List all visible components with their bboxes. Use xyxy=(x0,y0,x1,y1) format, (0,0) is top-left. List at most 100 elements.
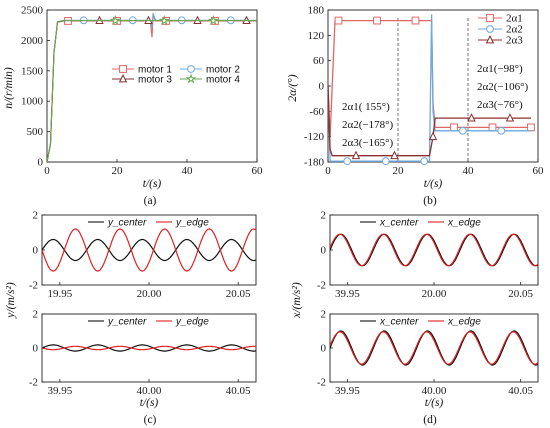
plot-frame xyxy=(41,313,257,383)
plot-frame xyxy=(41,214,257,286)
legend-marker xyxy=(185,73,197,84)
x-tick-label: 20.00 xyxy=(422,288,447,300)
data-point xyxy=(381,157,390,166)
y-tick-label: 120 xyxy=(308,30,325,42)
series-line-motor-4 xyxy=(47,20,257,162)
data-point xyxy=(467,113,476,122)
y-tick-label: -180 xyxy=(304,157,325,169)
chart-d1: 39.95 20.00 20.05 -2 0 2 x_center x_edge xyxy=(317,210,539,300)
legend-label: y_center xyxy=(107,317,147,328)
series-line xyxy=(330,330,538,366)
data-point xyxy=(420,157,429,166)
series-line-motor-1 xyxy=(47,13,257,162)
x-axis-label: t/(s) xyxy=(424,178,443,190)
plot-frame xyxy=(329,214,539,286)
y-tick-label: -2 xyxy=(29,280,38,292)
legend-label: 2α1 xyxy=(506,13,523,25)
chart-c1: 19.95 20.00 20.05 -2 0 2 y_center y_edge xyxy=(29,210,257,300)
y-tick-label: 60 xyxy=(313,55,325,67)
data-point xyxy=(527,123,535,132)
y-tick-label: 2 xyxy=(321,210,327,222)
angle-annotation: 2α1( 155°) xyxy=(342,101,390,113)
legend-marker xyxy=(486,14,494,22)
y-tick-label: 0 xyxy=(33,343,39,355)
y-tick-label: 1000 xyxy=(21,96,44,108)
legend-label: x_center xyxy=(379,317,419,328)
y-tick-label: -120 xyxy=(304,131,325,143)
legend-label: 2α3 xyxy=(506,35,523,47)
x-axis-label: t/(s) xyxy=(140,397,159,409)
panel-caption: (b) xyxy=(423,195,437,207)
legend-marker xyxy=(485,34,495,44)
panel-caption: (c) xyxy=(144,414,157,426)
chart-c2: 39.95 40.00 40.05 -2 0 2 y_center y_edge t/(s) (c… xyxy=(5,282,257,426)
series-line xyxy=(330,233,538,267)
y-axis-label: y/(m/s²) xyxy=(5,282,17,319)
x-tick-label: 19.95 xyxy=(47,288,72,300)
x-tick-label: 39.95 xyxy=(335,385,360,397)
legend-label: y_edge xyxy=(175,317,209,328)
y-tick-label: 1500 xyxy=(21,65,44,77)
legend-label: motor 1 xyxy=(138,65,172,76)
y-tick-label: 0 xyxy=(38,157,44,169)
x-tick-label: 40 xyxy=(182,165,194,177)
data-point xyxy=(334,16,343,25)
angle-annotation: 2α1(−98°) xyxy=(477,63,523,75)
x-tick-label: 60 xyxy=(533,165,545,177)
x-tick-label: 39.95 xyxy=(335,288,360,300)
y-axis-label: 2α/(°) xyxy=(287,74,299,101)
angle-annotation: 2α3(−165°) xyxy=(342,137,394,149)
y-tick-label: -60 xyxy=(309,106,324,118)
x-tick-label: 40.00 xyxy=(422,385,447,397)
legend-label: motor 3 xyxy=(138,75,172,86)
series-line xyxy=(330,331,538,365)
x-tick-label: 0 xyxy=(325,165,331,177)
angle-annotation: 2α2(−106°) xyxy=(477,81,529,93)
legend-marker xyxy=(187,65,195,73)
series-line-motor-3 xyxy=(47,20,257,162)
x-tick-label: 60 xyxy=(252,165,264,177)
y-tick-label: 2 xyxy=(321,309,327,321)
y-tick-label: 0 xyxy=(33,245,39,257)
y-tick-label: 2500 xyxy=(21,5,44,17)
legend-label: x_edge xyxy=(447,218,481,229)
data-point xyxy=(497,126,506,135)
x-tick-label: 20 xyxy=(112,165,124,177)
data-point xyxy=(505,113,515,122)
data-point xyxy=(343,157,352,166)
x-axis-label: t/(s) xyxy=(143,178,162,190)
data-point xyxy=(450,123,458,132)
y-tick-label: -2 xyxy=(317,280,326,292)
x-tick-label: 40.00 xyxy=(137,385,162,397)
x-tick-label: 20.00 xyxy=(137,288,162,300)
legend-label: y_center xyxy=(107,218,147,229)
y-axis-label: x/(m/s²) xyxy=(291,282,303,319)
legend-marker xyxy=(119,65,127,73)
y-tick-label: 500 xyxy=(27,126,44,138)
angle-annotation: 2α3(−76°) xyxy=(477,99,523,111)
data-point xyxy=(488,123,497,132)
plot-frame xyxy=(46,9,258,163)
x-tick-label: 39.95 xyxy=(47,385,72,397)
y-tick-label: 0 xyxy=(319,81,325,93)
y-tick-label: 0 xyxy=(321,245,327,257)
series-line xyxy=(42,345,256,351)
data-point xyxy=(109,14,121,26)
x-tick-label: 0 xyxy=(44,165,50,177)
x-axis-label: t/(s) xyxy=(425,397,444,409)
legend-label: x_center xyxy=(379,218,419,229)
x-tick-label: 40 xyxy=(463,165,475,177)
data-point xyxy=(411,16,420,25)
y-tick-label: 2000 xyxy=(21,35,44,47)
data-point xyxy=(207,14,219,26)
y-tick-label: 2 xyxy=(33,210,39,222)
y-axis-label: n/(r/min) xyxy=(3,67,15,109)
legend-label: motor 2 xyxy=(206,65,240,76)
angle-annotation: 2α2(−178°) xyxy=(342,119,394,131)
legend-marker xyxy=(118,73,128,83)
y-tick-label: 2 xyxy=(33,309,39,321)
data-point xyxy=(351,150,361,160)
series-line xyxy=(330,233,538,267)
